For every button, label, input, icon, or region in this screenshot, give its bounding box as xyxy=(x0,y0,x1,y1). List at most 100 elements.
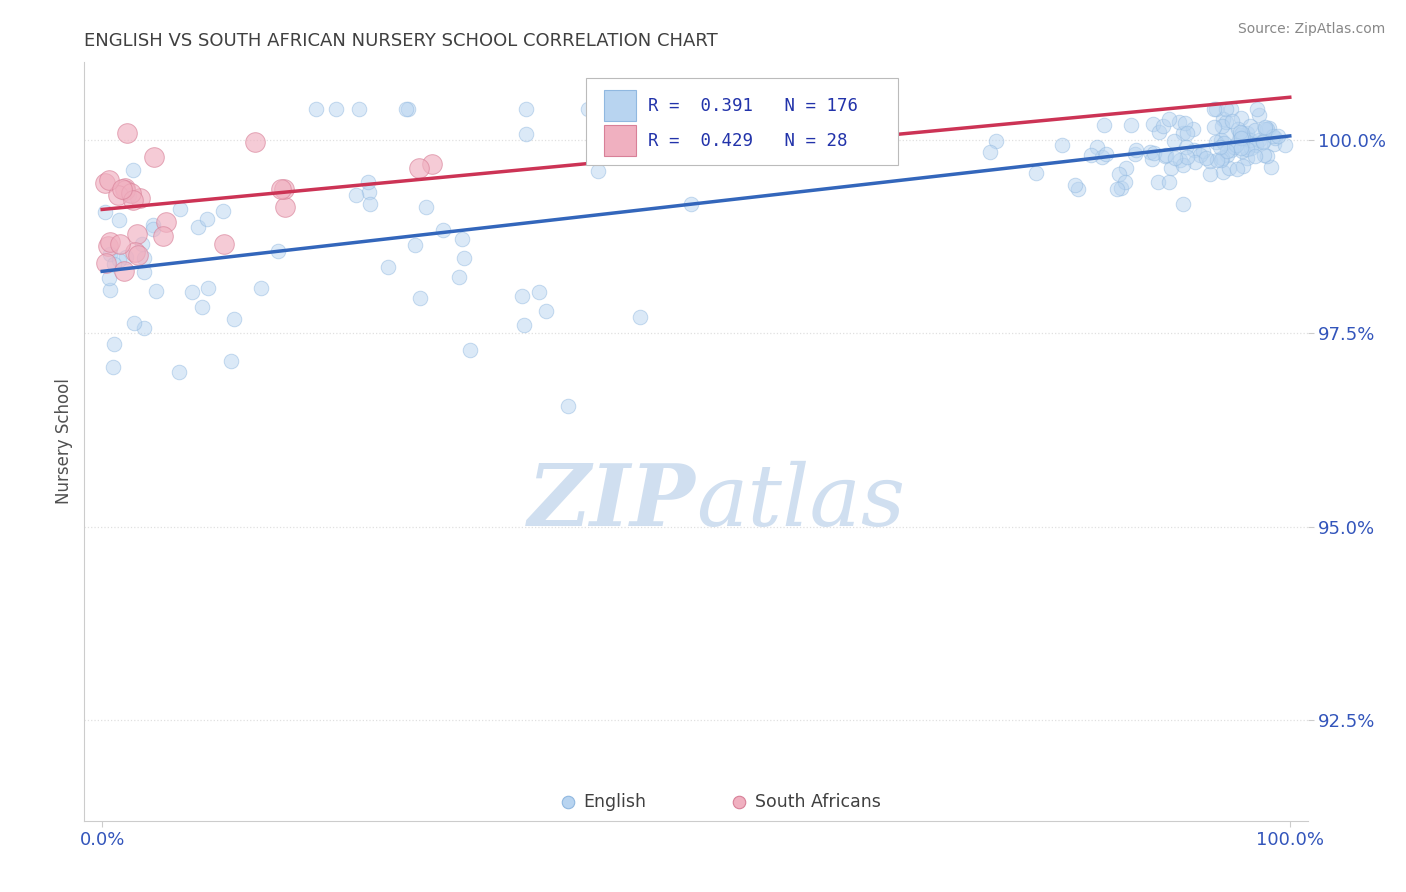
Point xyxy=(219,354,242,368)
Point xyxy=(187,219,209,234)
Point xyxy=(1167,115,1189,129)
Point xyxy=(134,264,156,278)
Point xyxy=(1232,144,1254,158)
Point xyxy=(1218,161,1240,175)
Point xyxy=(108,253,131,268)
Point xyxy=(1105,182,1128,196)
Point xyxy=(1227,121,1250,136)
Point xyxy=(245,136,267,150)
Point xyxy=(1154,149,1177,163)
Point xyxy=(305,102,328,116)
Text: Source: ZipAtlas.com: Source: ZipAtlas.com xyxy=(1237,22,1385,37)
Point xyxy=(344,187,367,202)
Point xyxy=(415,200,437,214)
Point xyxy=(1232,159,1254,173)
Point xyxy=(534,304,557,318)
Point xyxy=(1209,153,1232,168)
Point xyxy=(408,161,430,175)
Point xyxy=(1111,181,1133,195)
Point xyxy=(1115,161,1137,175)
Point xyxy=(212,203,235,218)
Point xyxy=(1159,112,1181,127)
Point xyxy=(1142,117,1164,131)
Point xyxy=(432,222,454,236)
Point xyxy=(103,336,125,351)
Text: English: English xyxy=(583,793,647,811)
Point xyxy=(1239,119,1261,133)
Point xyxy=(1181,122,1204,136)
Point xyxy=(1212,165,1234,179)
Point xyxy=(1263,137,1285,152)
Point xyxy=(1249,133,1271,147)
Point xyxy=(1094,146,1116,161)
Point xyxy=(197,280,219,294)
Point xyxy=(1202,102,1225,116)
Point xyxy=(1175,126,1198,140)
Point xyxy=(1164,152,1187,166)
Point xyxy=(98,173,121,187)
Point xyxy=(586,164,609,178)
Y-axis label: Nursery School: Nursery School xyxy=(55,378,73,505)
Point xyxy=(145,284,167,298)
Point xyxy=(1143,146,1166,161)
Point xyxy=(125,227,148,241)
Point xyxy=(1264,130,1286,145)
Point xyxy=(94,176,117,190)
Point xyxy=(1184,155,1206,169)
Point xyxy=(1108,168,1130,182)
Point xyxy=(1171,196,1194,211)
Point xyxy=(1267,129,1289,144)
Text: R =  0.391   N = 176: R = 0.391 N = 176 xyxy=(648,96,858,115)
Point xyxy=(127,248,149,262)
Point xyxy=(1205,102,1227,116)
Point xyxy=(1239,133,1261,147)
Point xyxy=(1123,147,1146,161)
Point xyxy=(1258,120,1281,135)
Point xyxy=(224,312,246,326)
Text: ENGLISH VS SOUTH AFRICAN NURSERY SCHOOL CORRELATION CHART: ENGLISH VS SOUTH AFRICAN NURSERY SCHOOL … xyxy=(84,32,718,50)
Point xyxy=(557,399,579,413)
Point xyxy=(143,150,166,164)
Point xyxy=(1230,111,1253,125)
Point xyxy=(1209,133,1232,147)
Point xyxy=(1211,119,1233,133)
Point xyxy=(679,197,702,211)
Text: atlas: atlas xyxy=(696,461,905,543)
Point xyxy=(1243,149,1265,163)
Point xyxy=(98,283,121,297)
Point xyxy=(250,281,273,295)
Point xyxy=(274,200,297,214)
Point xyxy=(359,196,381,211)
Point xyxy=(1182,143,1205,157)
Point xyxy=(1173,158,1195,172)
Point xyxy=(107,188,129,202)
Point xyxy=(1091,150,1114,164)
Point xyxy=(1199,153,1222,168)
FancyBboxPatch shape xyxy=(605,90,636,120)
Point xyxy=(267,244,290,259)
Point xyxy=(118,188,141,202)
Point xyxy=(1232,126,1254,140)
Point xyxy=(404,238,426,252)
Point xyxy=(447,270,470,285)
Point xyxy=(1152,120,1174,134)
Point xyxy=(1216,148,1239,162)
Point xyxy=(1260,160,1282,174)
Point xyxy=(1215,102,1237,116)
Point xyxy=(1220,102,1243,116)
Point xyxy=(1215,127,1237,141)
Point xyxy=(1236,142,1258,156)
Point xyxy=(1199,167,1222,181)
Point xyxy=(1256,149,1278,163)
Point xyxy=(1154,148,1177,162)
Point xyxy=(515,102,537,116)
Point xyxy=(1246,102,1268,116)
Point xyxy=(103,257,125,271)
Point xyxy=(180,285,202,299)
Point xyxy=(94,205,117,219)
Point xyxy=(1114,175,1136,189)
Point xyxy=(1174,116,1197,130)
Point xyxy=(270,181,292,195)
Point xyxy=(1195,151,1218,165)
Point xyxy=(1223,140,1246,154)
